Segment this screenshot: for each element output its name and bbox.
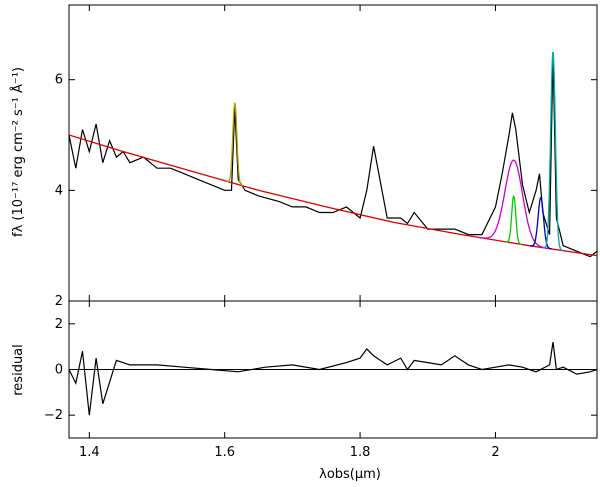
x-tick-label: 1.4 <box>79 445 100 460</box>
x-tick-label: 2 <box>491 445 499 460</box>
flux-y-ticks: 2 4 6 <box>55 73 597 309</box>
flux-gaussian-line <box>505 195 522 246</box>
flux-plot-frame <box>68 4 598 302</box>
flux-gaussian-line <box>226 101 244 187</box>
flux-y-axis-label: fλ (10⁻¹⁷ erg cm⁻² s⁻¹ Å⁻¹) <box>10 67 26 237</box>
y-tick-label: −2 <box>44 408 63 423</box>
flux-gaussian-line <box>530 196 552 250</box>
flux-gaussian-line <box>478 159 549 250</box>
residual-spectrum-line <box>69 342 597 416</box>
y-tick-label: 2 <box>55 294 63 309</box>
x-tick-label: 1.8 <box>350 445 371 460</box>
y-tick-label: 0 <box>55 363 63 378</box>
y-tick-label: 6 <box>55 73 63 88</box>
residual-y-axis-label: residual <box>11 344 26 396</box>
residual-y-ticks: −2 0 2 <box>44 317 597 423</box>
flux-spectrum-line <box>69 51 597 258</box>
y-tick-label: 2 <box>55 317 63 332</box>
flux-panel: 2 4 6 <box>55 4 598 309</box>
residual-series-group <box>69 342 597 416</box>
x-tick-label: 1.6 <box>214 445 235 460</box>
residual-panel: −2 0 2 <box>44 300 598 439</box>
x-axis-ticks: 1.4 1.6 1.8 2 <box>79 5 500 460</box>
y-tick-label: 4 <box>55 183 63 198</box>
x-axis-label: λobs(μm) <box>319 467 381 482</box>
flux-gaussian-line <box>543 52 563 252</box>
flux-series-group <box>69 51 597 258</box>
